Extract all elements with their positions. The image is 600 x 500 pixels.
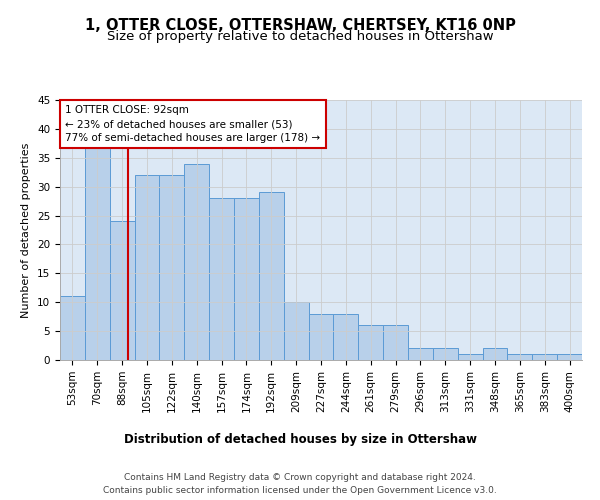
Bar: [383, 326, 408, 360]
Text: Contains HM Land Registry data © Crown copyright and database right 2024.
Contai: Contains HM Land Registry data © Crown c…: [103, 474, 497, 495]
Bar: [408, 348, 433, 360]
Bar: [508, 354, 532, 360]
Bar: [458, 354, 482, 360]
Bar: [482, 348, 508, 360]
Bar: [433, 348, 458, 360]
Bar: [557, 354, 582, 360]
Text: Distribution of detached houses by size in Ottershaw: Distribution of detached houses by size …: [124, 432, 476, 446]
Bar: [184, 164, 209, 360]
Bar: [308, 314, 334, 360]
Bar: [209, 198, 234, 360]
Bar: [110, 222, 134, 360]
Bar: [160, 175, 184, 360]
Bar: [234, 198, 259, 360]
Text: 1 OTTER CLOSE: 92sqm
← 23% of detached houses are smaller (53)
77% of semi-detac: 1 OTTER CLOSE: 92sqm ← 23% of detached h…: [65, 105, 320, 143]
Text: Size of property relative to detached houses in Ottershaw: Size of property relative to detached ho…: [107, 30, 493, 43]
Bar: [334, 314, 358, 360]
Bar: [532, 354, 557, 360]
Bar: [60, 296, 85, 360]
Bar: [134, 175, 160, 360]
Y-axis label: Number of detached properties: Number of detached properties: [22, 142, 31, 318]
Bar: [284, 302, 308, 360]
Bar: [85, 146, 110, 360]
Bar: [259, 192, 284, 360]
Text: 1, OTTER CLOSE, OTTERSHAW, CHERTSEY, KT16 0NP: 1, OTTER CLOSE, OTTERSHAW, CHERTSEY, KT1…: [85, 18, 515, 32]
Bar: [358, 326, 383, 360]
